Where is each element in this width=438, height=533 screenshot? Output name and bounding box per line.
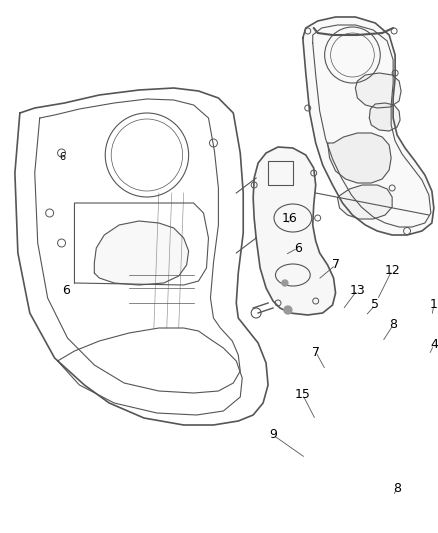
Text: 1: 1 [430,298,438,311]
Text: 15: 15 [295,389,311,401]
Polygon shape [338,185,392,219]
Text: 5: 5 [371,298,379,311]
Text: 4: 4 [430,338,438,351]
Circle shape [284,306,292,314]
Polygon shape [369,103,400,131]
Text: 7: 7 [312,345,320,359]
Text: 8: 8 [393,481,401,495]
Text: 12: 12 [384,263,400,277]
Polygon shape [253,147,336,315]
Text: 13: 13 [350,284,365,296]
Text: 6: 6 [60,152,66,162]
Text: 16: 16 [282,212,298,224]
Text: 6: 6 [294,241,302,254]
Text: 6: 6 [63,284,71,296]
Polygon shape [328,133,391,183]
Polygon shape [94,221,189,285]
Polygon shape [355,73,401,108]
Text: 7: 7 [332,259,339,271]
Circle shape [282,280,288,286]
Polygon shape [303,17,434,235]
Text: 9: 9 [269,429,277,441]
Text: 8: 8 [389,319,397,332]
